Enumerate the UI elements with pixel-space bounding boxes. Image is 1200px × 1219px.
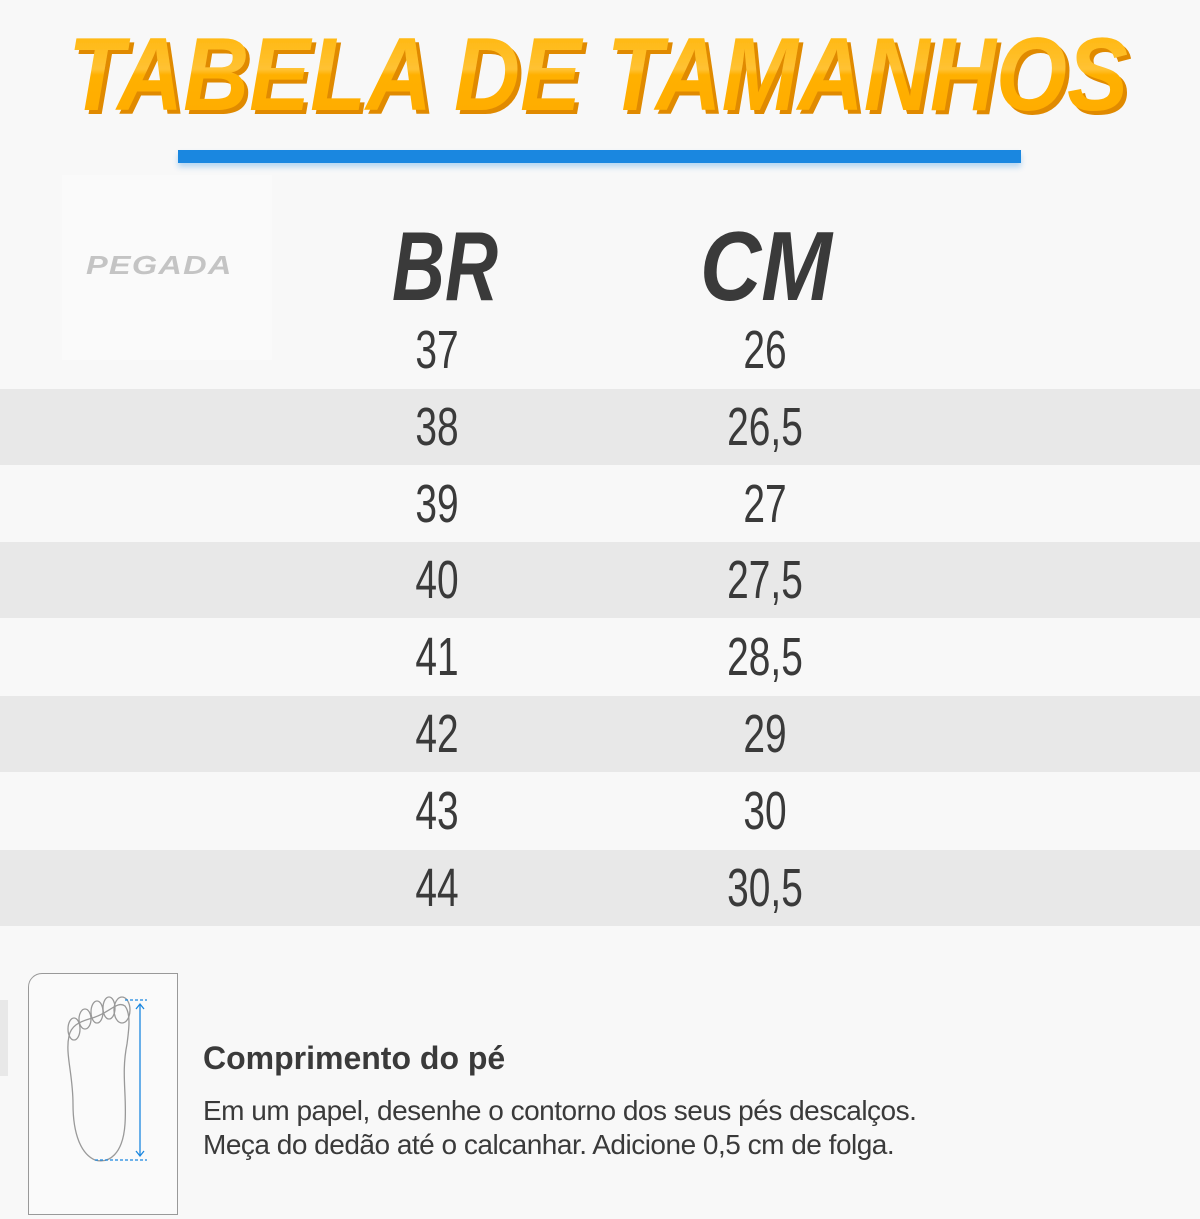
br-size: 37 [415,320,459,380]
page-title: TABELA DE TAMANHOS [68,20,1128,133]
table-row: 40 27,5 [0,542,1200,619]
table-row: 43 30 [0,773,1200,849]
table-header: BR CM [392,215,834,310]
table-row: 38 26,5 [0,388,1200,465]
instructions-text: Em um papel, desenhe o contorno dos seus… [203,1094,917,1162]
cm-length: 27,5 [727,550,803,611]
title-underline [178,150,1021,163]
cm-length: 29 [743,704,787,764]
cm-length: 27 [743,473,787,534]
br-size: 44 [415,857,459,918]
table-row: 39 27 [0,466,1200,542]
br-size: 42 [415,704,459,764]
cm-length: 30 [743,780,787,841]
instructions-line-1: Em um papel, desenhe o contorno dos seus… [203,1095,917,1126]
header-cm: CM [700,215,834,310]
foot-outline-icon [67,996,147,1162]
paper-icon [28,973,178,1215]
brand-logo: PEGADA [86,250,233,280]
cm-length: 26 [743,320,787,380]
br-size: 41 [415,627,459,688]
instructions-heading: Comprimento do pé [203,1040,506,1076]
br-size: 38 [415,396,459,457]
side-tab [0,1000,8,1076]
table-row: 42 29 [0,696,1200,772]
cm-length: 26,5 [727,396,803,457]
instructions-line-2: Meça do dedão até o calcanhar. Adicione … [203,1129,895,1160]
brand-logo-area [62,175,272,360]
cm-length: 30,5 [727,857,803,918]
header-br: BR [392,215,498,310]
br-size: 40 [415,550,459,611]
table-row: 44 30,5 [0,849,1200,926]
table-row: 41 28,5 [0,619,1200,695]
br-size: 39 [415,473,459,534]
cm-length: 28,5 [727,627,803,688]
table-row: 37 26 [0,312,1200,388]
br-size: 43 [415,780,459,841]
title-text: TABELA DE TAMANHOS [68,20,1128,133]
